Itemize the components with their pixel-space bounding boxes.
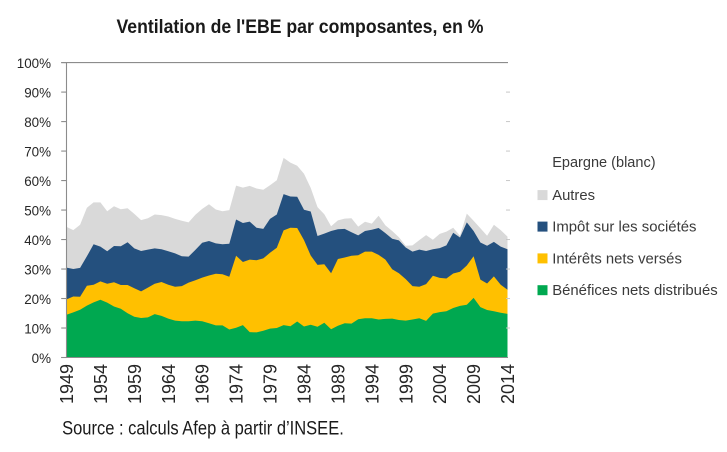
svg-text:1984: 1984 [295,364,315,404]
svg-text:Ventilation de l'EBE par compo: Ventilation de l'EBE par composantes, en… [117,16,484,38]
svg-text:1994: 1994 [362,364,382,404]
svg-text:100%: 100% [17,56,51,71]
svg-text:90%: 90% [24,86,51,101]
svg-text:Bénéfices nets distribués: Bénéfices nets distribués [552,282,718,299]
svg-text:1959: 1959 [125,364,145,404]
svg-text:70%: 70% [24,145,51,160]
svg-text:50%: 50% [24,204,51,219]
svg-text:Intérêts nets versés: Intérêts nets versés [552,250,682,267]
svg-text:1999: 1999 [396,364,416,404]
svg-text:2009: 2009 [464,364,484,404]
svg-text:Epargne (blanc): Epargne (blanc) [552,154,655,171]
svg-text:Impôt sur les sociétés: Impôt sur les sociétés [552,219,696,236]
svg-text:0%: 0% [32,351,51,366]
svg-text:1954: 1954 [91,364,111,404]
svg-text:1979: 1979 [261,364,281,404]
svg-text:Source : calculs Afep à partir: Source : calculs Afep à partir d’INSEE. [62,419,344,440]
svg-text:60%: 60% [24,174,51,189]
svg-text:2004: 2004 [430,364,450,404]
svg-text:80%: 80% [24,115,51,130]
svg-text:30%: 30% [24,262,51,277]
svg-text:1969: 1969 [193,364,213,404]
svg-text:10%: 10% [24,321,51,336]
svg-text:1964: 1964 [159,364,179,404]
svg-text:2014: 2014 [498,364,518,404]
svg-text:1974: 1974 [227,364,247,404]
svg-text:1989: 1989 [328,364,348,404]
svg-text:1949: 1949 [57,364,77,404]
svg-text:20%: 20% [24,292,51,307]
svg-text:40%: 40% [24,233,51,248]
svg-text:Autres: Autres [552,187,595,204]
